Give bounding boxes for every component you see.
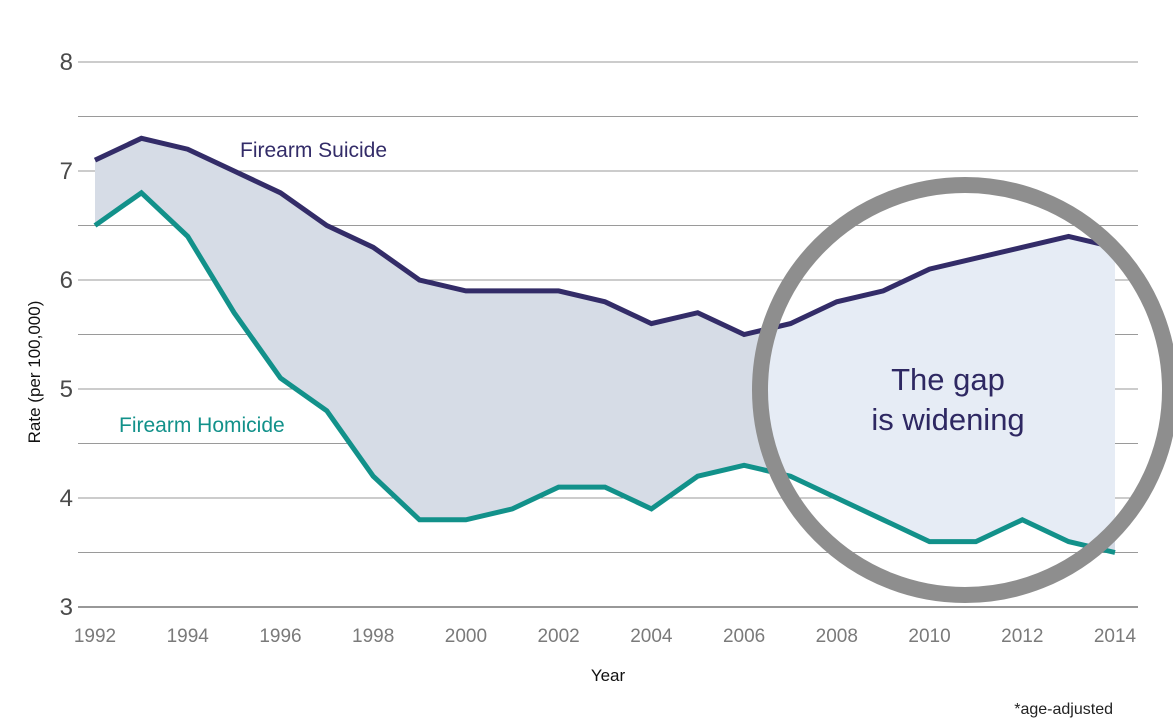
x-tick-label: 1994	[167, 626, 210, 647]
magnifier-lens	[760, 185, 1115, 553]
y-tick-label: 5	[60, 376, 73, 403]
y-tick-label: 6	[60, 267, 73, 294]
x-tick-label: 2006	[723, 626, 765, 647]
y-axis-label: Rate (per 100,000)	[25, 301, 44, 444]
magnifier-ring	[752, 177, 1173, 603]
y-tick-label: 8	[60, 49, 73, 76]
x-tick-label: 2008	[816, 626, 858, 647]
x-tick-label: 2012	[1001, 626, 1043, 647]
x-tick-label: 2004	[630, 626, 673, 647]
x-axis-ticks: 1992 1994 1996 1998 2000 2002 2004 2006 2008 2010…	[74, 626, 1137, 647]
x-axis-label: Year	[591, 666, 626, 685]
x-tick-label: 1996	[259, 626, 301, 647]
x-tick-label: 2010	[908, 626, 950, 647]
series-line-homicide	[93, 189, 1116, 555]
y-tick-label: 3	[60, 594, 73, 621]
callout-line-2: is widening	[871, 402, 1024, 437]
y-tick-label: 7	[60, 158, 73, 185]
x-tick-label: 2014	[1094, 626, 1137, 647]
x-tick-label: 1998	[352, 626, 394, 647]
series-label-suicide: Firearm Suicide	[240, 139, 387, 162]
footnote: *age-adjusted	[1014, 701, 1113, 718]
y-tick-label: 4	[60, 485, 73, 512]
series-label-homicide: Firearm Homicide	[119, 414, 285, 437]
magnifier-gap-area	[760, 185, 1115, 553]
callout-line-1: The gap	[891, 362, 1005, 397]
series-line-suicide	[93, 135, 1116, 338]
x-tick-label: 1992	[74, 626, 116, 647]
series-lines	[93, 135, 1116, 555]
y-axis-ticks: 3 4 5 6 7 8	[60, 49, 73, 621]
x-tick-label: 2002	[537, 626, 579, 647]
x-tick-label: 2000	[445, 626, 487, 647]
